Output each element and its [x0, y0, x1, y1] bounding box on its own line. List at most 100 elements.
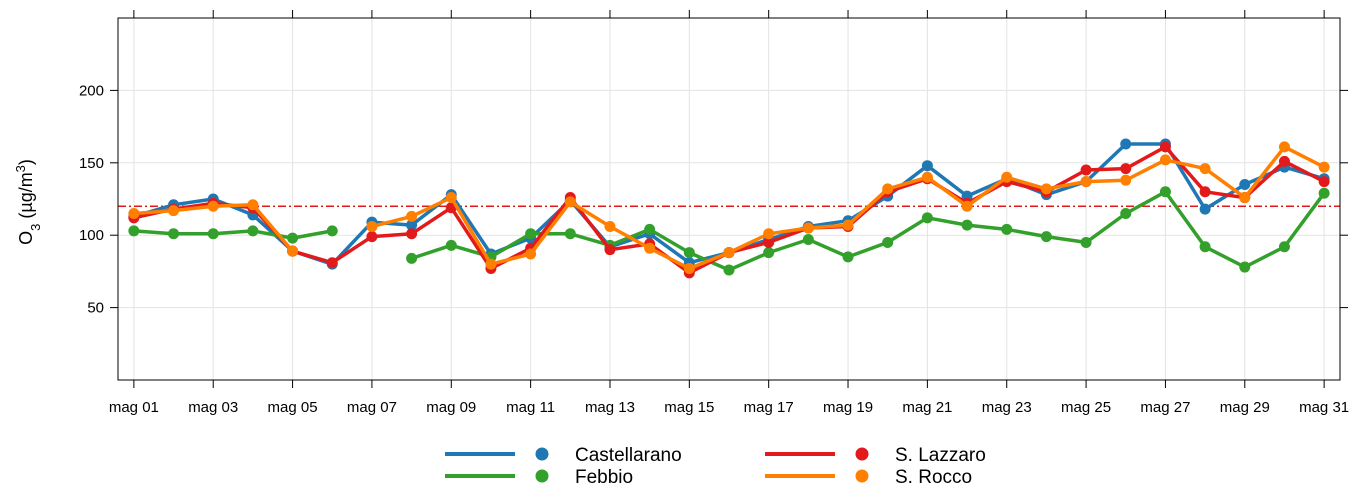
- x-tick-label: mag 03: [188, 399, 238, 416]
- x-tick-label: mag 29: [1220, 399, 1270, 416]
- x-tick-label: mag 09: [426, 399, 476, 416]
- data-point: [802, 234, 814, 246]
- data-point: [763, 228, 775, 240]
- data-point: [604, 244, 616, 256]
- data-point: [1120, 163, 1132, 175]
- data-point: [1278, 155, 1290, 167]
- data-point: [406, 252, 418, 264]
- data-point: [406, 210, 418, 222]
- data-point: [525, 228, 537, 240]
- data-point: [1120, 138, 1132, 150]
- data-point: [1239, 192, 1251, 204]
- x-tick-label: mag 11: [506, 399, 555, 416]
- grid: [118, 18, 1340, 380]
- legend-label-0: Castellarano: [575, 445, 682, 466]
- legend-marker-1: [535, 469, 549, 483]
- y-tick-label: 100: [79, 227, 104, 244]
- x-tick-label: mag 23: [982, 399, 1032, 416]
- data-point: [604, 221, 616, 233]
- data-point: [1318, 161, 1330, 173]
- y-tick-label: 200: [79, 82, 104, 99]
- y-tick-label: 150: [79, 155, 104, 172]
- data-point: [842, 251, 854, 263]
- data-point: [247, 225, 259, 237]
- data-point: [723, 247, 735, 259]
- data-point: [1080, 176, 1092, 188]
- plot-frame: [117, 17, 1341, 381]
- data-point: [921, 160, 933, 172]
- data-point: [683, 247, 695, 259]
- data-point: [961, 219, 973, 231]
- data-point: [1159, 154, 1171, 166]
- data-point: [207, 228, 219, 240]
- data-point: [326, 225, 338, 237]
- data-point: [1318, 176, 1330, 188]
- data-point: [921, 171, 933, 183]
- data-point: [287, 245, 299, 257]
- legend-label-3: S. Rocco: [895, 467, 972, 488]
- data-point: [168, 228, 180, 240]
- data-point: [1159, 141, 1171, 153]
- data-point: [1001, 223, 1013, 235]
- axes: mag 01 mag 03 mag 05 mag 07 mag 09 mag 11 mag …: [79, 10, 1349, 416]
- series-line-1: [133, 190, 1326, 272]
- data-point: [1239, 261, 1251, 273]
- data-point: [485, 258, 497, 270]
- legend-marker-3: [855, 469, 869, 483]
- data-point: [564, 196, 576, 208]
- data-point: [168, 205, 180, 217]
- data-point: [842, 219, 854, 231]
- x-tick-label: mag 27: [1140, 399, 1190, 416]
- legend-label-2: S. Lazzaro: [895, 445, 986, 466]
- x-tick-label: mag 05: [268, 399, 318, 416]
- data-point: [366, 231, 378, 243]
- data-point: [128, 207, 140, 219]
- data-point: [1001, 171, 1013, 183]
- x-tick-label: mag 21: [902, 399, 952, 416]
- legend-label-1: Febbio: [575, 467, 633, 488]
- data-point: [1239, 179, 1251, 191]
- legend-marker-0: [535, 447, 549, 461]
- data-point: [406, 228, 418, 240]
- x-tick-label: mag 25: [1061, 399, 1111, 416]
- data-point: [445, 239, 457, 251]
- data-point: [763, 247, 775, 259]
- series-layer: [128, 138, 1330, 279]
- data-point: [882, 183, 894, 195]
- x-tick-label: mag 19: [823, 399, 873, 416]
- data-point: [1080, 236, 1092, 248]
- data-point: [723, 264, 735, 276]
- x-tick-label: mag 17: [744, 399, 794, 416]
- data-point: [1199, 163, 1211, 175]
- y-axis-label: O3 (µg/m3): [13, 159, 43, 245]
- data-point: [1278, 141, 1290, 153]
- data-point: [287, 232, 299, 244]
- data-point: [1318, 187, 1330, 199]
- x-tick-label: mag 13: [585, 399, 635, 416]
- data-point: [1080, 164, 1092, 176]
- x-tick-label: mag 01: [109, 399, 159, 416]
- legend-marker-2: [855, 447, 869, 461]
- data-point: [882, 236, 894, 248]
- data-point: [683, 263, 695, 275]
- data-point: [1278, 241, 1290, 253]
- data-point: [326, 257, 338, 269]
- data-point: [445, 192, 457, 204]
- data-point: [1159, 186, 1171, 198]
- data-point: [1040, 231, 1052, 243]
- data-point: [961, 200, 973, 212]
- data-point: [644, 242, 656, 254]
- data-point: [1120, 207, 1132, 219]
- data-point: [1199, 203, 1211, 215]
- x-tick-label: mag 07: [347, 399, 397, 416]
- x-tick-label: mag 31: [1299, 399, 1349, 416]
- data-point: [128, 225, 140, 237]
- data-point: [763, 236, 775, 248]
- y-tick-label: 50: [87, 300, 104, 317]
- data-point: [207, 200, 219, 212]
- data-point: [921, 212, 933, 224]
- data-point: [406, 219, 418, 231]
- data-point: [1199, 241, 1211, 253]
